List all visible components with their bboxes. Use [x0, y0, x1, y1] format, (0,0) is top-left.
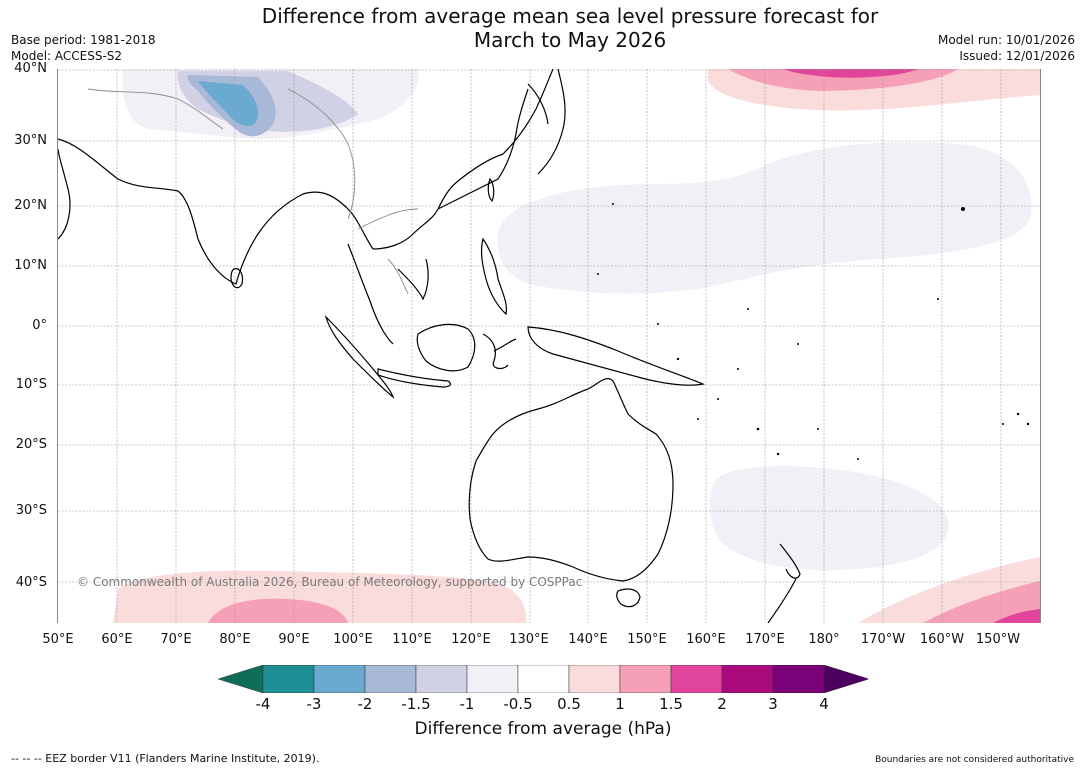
coast-taiwan — [487, 177, 495, 203]
colorbar-cell — [364, 665, 417, 693]
colorbar-cells — [218, 665, 868, 693]
model-run-date: Model run: 10/01/2026 — [937, 33, 1075, 47]
colorbar-tick-label: 3 — [768, 695, 778, 713]
colorbar-tick-label: -4 — [255, 695, 271, 713]
anomaly-positive-south-indian-mid — [208, 598, 348, 623]
coast-sulawesi — [482, 333, 517, 370]
colorbar-tick-label: -1.5 — [401, 695, 431, 713]
copyright-notice: © Commonwealth of Australia 2026, Bureau… — [77, 575, 583, 589]
lat-label-0: 0° — [32, 318, 47, 333]
colorbar-cell — [415, 665, 468, 693]
lat-label-10s: 10°S — [15, 377, 47, 392]
boundaries-disclaimer: Boundaries are not considered authoritat… — [875, 755, 1074, 765]
anomaly-shading — [113, 69, 1040, 623]
colorbar-tick-label: 2 — [717, 695, 727, 713]
lon-label-150w: 150°W — [975, 632, 1021, 647]
model-name: Model: ACCESS-S2 — [11, 49, 123, 63]
colorbar-tick-label: -2 — [357, 695, 373, 713]
coast-borneo — [416, 323, 476, 372]
colorbar-cell — [721, 665, 774, 693]
coast-australia — [468, 378, 674, 582]
coast-sri-lanka — [230, 268, 244, 289]
coast-sumatra — [324, 314, 395, 399]
colorbar-cell — [262, 665, 315, 693]
colorbar-extend-high — [823, 665, 868, 693]
anomaly-positive-south-indian — [113, 570, 527, 623]
lat-label-40n: 40°N — [14, 61, 47, 76]
colorbar-cell — [517, 665, 570, 693]
coast-japan — [527, 69, 566, 175]
map-canvas — [58, 69, 1040, 623]
coast-philippines — [480, 237, 508, 316]
colorbar-cell — [568, 665, 621, 693]
lon-label-70e: 70°E — [160, 632, 192, 647]
anomaly-positive-north-pacific-core — [783, 69, 918, 78]
lon-label-160e: 160°E — [686, 632, 726, 647]
lon-label-90e: 90°E — [278, 632, 310, 647]
coast-southeast-asia — [347, 69, 554, 345]
map-panel — [57, 69, 1041, 623]
lon-label-170e: 170°E — [745, 632, 785, 647]
colorbar — [218, 665, 868, 693]
colorbar-cell — [619, 665, 672, 693]
colorbar-cell — [772, 665, 825, 693]
coast-new-guinea — [527, 326, 706, 386]
colorbar-cell — [313, 665, 366, 693]
anomaly-negative-tropical-pacific — [497, 142, 1032, 294]
lon-label-50e: 50°E — [42, 632, 74, 647]
coast-south-asia — [58, 138, 374, 285]
coastlines — [58, 69, 801, 623]
lat-label-20n: 20°N — [14, 198, 47, 213]
colorbar-tick-label: 1 — [615, 695, 625, 713]
national-borders — [87, 88, 419, 295]
meta-right: Model run: 10/01/2026 Issued: 12/01/2026 — [938, 32, 1075, 64]
lon-label-80e: 80°E — [219, 632, 251, 647]
pacific-islands — [597, 203, 1030, 460]
lat-label-30s: 30°S — [15, 503, 47, 518]
lon-label-130e: 130°E — [509, 632, 549, 647]
anomaly-positive-southeast-pacific-mid — [923, 581, 1040, 623]
colorbar-label: Difference from average (hPa) — [414, 719, 672, 739]
anomaly-positive-southeast-pacific-core — [993, 609, 1040, 623]
meta-left: Base period: 1981-2018 Model: ACCESS-S2 — [11, 32, 156, 64]
lon-label-140e: 140°E — [568, 632, 608, 647]
lat-label-30n: 30°N — [14, 133, 47, 148]
colorbar-tick-label: 0.5 — [557, 695, 581, 713]
coast-east-china — [397, 88, 529, 301]
lat-label-20s: 20°S — [15, 437, 47, 452]
base-period: Base period: 1981-2018 — [11, 33, 156, 47]
colorbar-tick-label: -1 — [459, 695, 475, 713]
issued-date: Issued: 12/01/2026 — [959, 49, 1075, 63]
lon-label-170w: 170°W — [860, 632, 906, 647]
coast-tasmania — [616, 588, 641, 608]
colorbar-tick-label: 4 — [819, 695, 829, 713]
lon-label-160w: 160°W — [919, 632, 965, 647]
anomaly-negative-south-pacific — [710, 466, 949, 571]
chart-title: Difference from average mean sea level p… — [200, 4, 940, 52]
coast-java — [377, 368, 452, 388]
colorbar-tick-label: 1.5 — [659, 695, 683, 713]
lon-label-100e: 100°E — [333, 632, 373, 647]
colorbar-cell — [466, 665, 519, 693]
lon-label-180: 180° — [808, 632, 840, 647]
chart-title-line1: Difference from average mean sea level p… — [261, 4, 879, 28]
lat-label-10n: 10°N — [14, 258, 47, 273]
colorbar-extend-low — [218, 665, 264, 693]
colorbar-cell — [670, 665, 723, 693]
chart-title-line2: March to May 2026 — [473, 28, 667, 52]
lon-label-150e: 150°E — [627, 632, 667, 647]
coast-new-zealand — [767, 543, 801, 623]
colorbar-tick-label: -3 — [306, 695, 322, 713]
lon-label-60e: 60°E — [101, 632, 133, 647]
lon-label-110e: 110°E — [392, 632, 432, 647]
eez-border-note: -- -- -- EEZ border V11 (Flanders Marine… — [11, 752, 320, 765]
anomaly-positive-north-pacific-mid — [728, 69, 958, 91]
colorbar-tick-label: -0.5 — [503, 695, 533, 713]
lat-label-40s: 40°S — [15, 575, 47, 590]
lon-label-120e: 120°E — [451, 632, 491, 647]
anomaly-negative-asia-core — [198, 81, 259, 126]
